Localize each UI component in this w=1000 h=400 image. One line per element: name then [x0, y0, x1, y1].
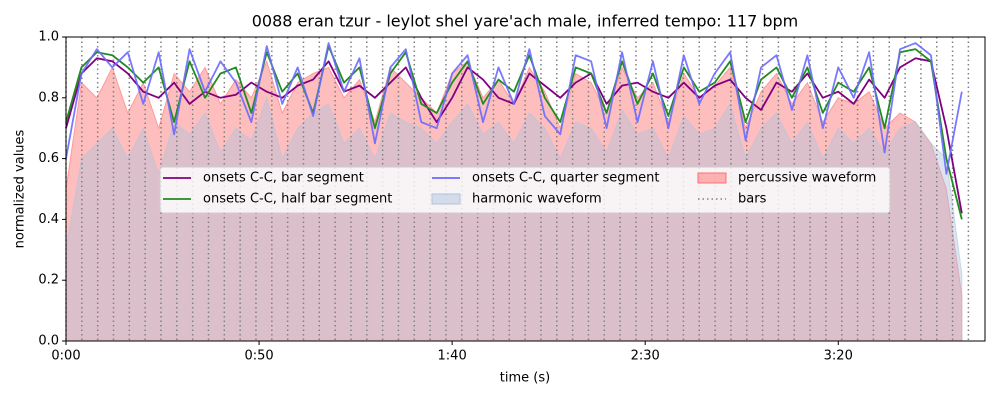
- onset-line: [65, 42, 963, 175]
- y-tick-label: 1.0: [38, 30, 59, 45]
- x-axis-label: time (s): [500, 371, 550, 386]
- plot-frame: [65, 36, 986, 342]
- waveform-area: [65, 96, 963, 342]
- x-tick-label: 0:00: [51, 349, 80, 364]
- y-tick-label: 0.8: [38, 90, 59, 105]
- legend: onsets C-C, bar segment onsets C-C, half …: [159, 166, 891, 214]
- y-tick-label: 0.2: [38, 273, 59, 288]
- legend-label: percussive waveform: [738, 171, 876, 186]
- y-tick-label: 0.6: [38, 151, 59, 166]
- y-axis-label: normalized values: [13, 129, 28, 248]
- x-tick-label: 3:20: [824, 349, 853, 364]
- legend-swatch: [697, 172, 727, 184]
- x-tick-label: 1:40: [438, 349, 467, 364]
- legend-label: onsets C-C, half bar segment: [203, 192, 392, 207]
- legend-label: onsets C-C, quarter segment: [472, 171, 659, 186]
- y-tick-label: 0.0: [38, 334, 59, 349]
- chart-title: 0088 eran tzur - leylot shel yare'ach ma…: [252, 12, 799, 31]
- x-tick-label: 0:50: [244, 349, 273, 364]
- legend-label: harmonic waveform: [472, 192, 602, 207]
- legend-swatch: [431, 193, 461, 205]
- legend-label: onsets C-C, bar segment: [203, 171, 364, 186]
- legend-label: bars: [738, 192, 767, 207]
- y-tick-label: 0.4: [38, 212, 59, 227]
- x-tick-label: 2:30: [631, 349, 660, 364]
